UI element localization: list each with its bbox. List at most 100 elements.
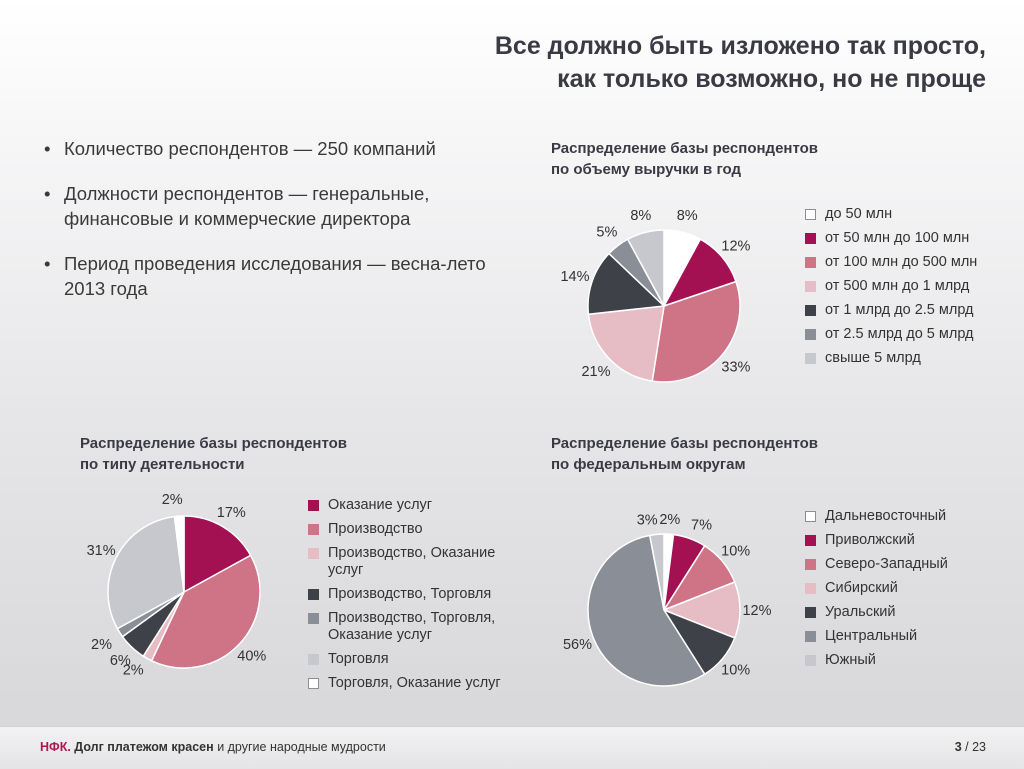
pie-slice	[150, 554, 261, 669]
legend-label: Центральный	[825, 628, 918, 644]
bullet-icon: •	[44, 138, 51, 159]
legend-swatch	[805, 281, 816, 292]
legend-item: Южный	[803, 652, 948, 669]
legend-swatch	[805, 329, 816, 340]
page-separator: /	[965, 740, 969, 754]
legend-label: Торговля, Оказание услуг	[328, 675, 501, 691]
footer-bar: НФК. Долг платежом красен и другие народ…	[0, 726, 1024, 769]
legend-item: Сибирский	[803, 580, 948, 597]
pie-slice-label: 8%	[630, 208, 651, 224]
legend-swatch	[308, 654, 319, 665]
legend-label: от 500 млн до 1 млрд	[825, 278, 970, 294]
legend-swatch	[805, 233, 816, 244]
legend-swatch	[805, 257, 816, 268]
legend-swatch	[805, 655, 816, 666]
page-counter: 3 / 23	[955, 740, 986, 754]
legend-label: от 50 млн до 100 млн	[825, 230, 970, 246]
legend-item: Производство, Оказание услуг	[306, 545, 521, 579]
bullet-icon: •	[44, 183, 51, 204]
legend-swatch	[308, 524, 319, 535]
legend-swatch	[805, 607, 816, 618]
legend-item: от 100 млн до 500 млн	[803, 254, 977, 271]
activity-chart-title: Распределение базы респондентов по типу …	[80, 433, 347, 475]
legend-label: Дальневосточный	[825, 508, 947, 524]
pie-slice-label: 12%	[721, 239, 750, 255]
page-total: 23	[972, 740, 986, 754]
page-current: 3	[954, 740, 962, 754]
revenue-legend: до 50 млн от 50 млн до 100 млн от 100 млн …	[803, 206, 977, 374]
pie-slice	[651, 280, 741, 383]
legend-item: от 50 млн до 100 млн	[803, 230, 977, 247]
pie-slice	[107, 515, 185, 630]
slide-title: Все должно быть изложено так просто, как…	[495, 30, 986, 96]
legend-swatch	[805, 305, 816, 316]
revenue-chart-title: Распределение базы респондентов по объем…	[551, 138, 818, 180]
footer-rest: и другие народные мудрости	[217, 740, 386, 754]
legend-item: до 50 млн	[803, 206, 977, 223]
legend-item: Торговля	[306, 651, 521, 668]
bullet-item: • Период проведения исследования — весна-…	[42, 251, 512, 301]
pie-slice-label: 17%	[217, 505, 246, 521]
legend-item: Дальневосточный	[803, 508, 948, 525]
legend-swatch	[805, 583, 816, 594]
bullet-list: • Количество респондентов — 250 компаний …	[42, 136, 512, 321]
pie-slice	[587, 305, 665, 382]
pie-slice-label: 14%	[560, 269, 589, 285]
district-chart-title: Распределение базы респондентов по федер…	[551, 433, 818, 475]
footer-brand: НФК.	[40, 740, 71, 754]
legend-item: свыше 5 млрд	[803, 350, 977, 367]
legend-swatch	[308, 500, 319, 511]
legend-item: Производство, Торговля, Оказание услуг	[306, 610, 521, 644]
legend-item: Уральский	[803, 604, 948, 621]
legend-label: от 100 млн до 500 млн	[825, 254, 978, 270]
pie-slice-label: 10%	[721, 662, 750, 678]
slide-title-line1: Все должно быть изложено так просто,	[494, 32, 986, 60]
legend-swatch	[805, 631, 816, 642]
revenue-chart-title-line2: по объему выручки в год	[551, 161, 741, 178]
legend-swatch	[308, 678, 319, 689]
footer-slogan: Долг платежом красен	[74, 740, 214, 754]
pie-slice-label: 21%	[581, 364, 610, 380]
pie-slice	[587, 534, 706, 687]
legend-swatch	[805, 535, 816, 546]
legend-swatch	[308, 613, 319, 624]
activity-chart-title-line1: Распределение базы респондентов	[80, 435, 347, 452]
pie-slice-label: 33%	[721, 360, 750, 376]
legend-label: Производство, Торговля, Оказание услуг	[328, 610, 496, 643]
pie-slice-label: 6%	[110, 653, 131, 669]
legend-label: Торговля	[328, 651, 389, 667]
legend-label: Оказание услуг	[328, 497, 433, 513]
legend-item: Производство, Торговля	[306, 586, 521, 603]
legend-label: Северо-Западный	[825, 556, 948, 572]
pie-slice	[587, 252, 666, 316]
pie-slice-label: 12%	[742, 603, 771, 619]
pie-slice	[626, 229, 665, 307]
district-legend: Дальневосточный Приволжский Северо-Западны…	[803, 508, 948, 676]
legend-label: от 2.5 млрд до 5 млрд	[825, 326, 974, 342]
legend-item: Торговля, Оказание услуг	[306, 675, 521, 692]
legend-label: Сибирский	[825, 580, 898, 596]
pie-slice	[183, 515, 252, 594]
legend-label: Уральский	[825, 604, 896, 620]
slide-title-line2: как только возможно, но не проще	[557, 65, 986, 93]
bullet-item: • Количество респондентов — 250 компаний	[42, 136, 512, 161]
legend-label: до 50 млн	[825, 206, 893, 222]
legend-item: Оказание услуг	[306, 497, 521, 514]
legend-swatch	[805, 353, 816, 364]
legend-item: от 1 млрд до 2.5 млрд	[803, 302, 977, 319]
legend-item: Производство	[306, 521, 521, 538]
pie-slice	[648, 533, 665, 611]
pie-slice	[173, 515, 185, 593]
legend-swatch	[805, 559, 816, 570]
legend-label: от 1 млрд до 2.5 млрд	[825, 302, 974, 318]
activity-pie-chart: 17%40%2%6%2%31%2%	[87, 492, 267, 678]
district-chart-title-line1: Распределение базы респондентов	[551, 435, 818, 452]
pie-slice-label: 7%	[691, 518, 712, 534]
pie-slice-label: 40%	[237, 649, 266, 665]
legend-label: Производство	[328, 521, 423, 537]
pie-slice-label: 10%	[721, 544, 750, 560]
bullet-icon: •	[44, 253, 51, 274]
legend-swatch	[308, 548, 319, 559]
pie-slice-label: 2%	[162, 492, 183, 508]
activity-legend: Оказание услуг Производство Производство, …	[306, 497, 521, 699]
